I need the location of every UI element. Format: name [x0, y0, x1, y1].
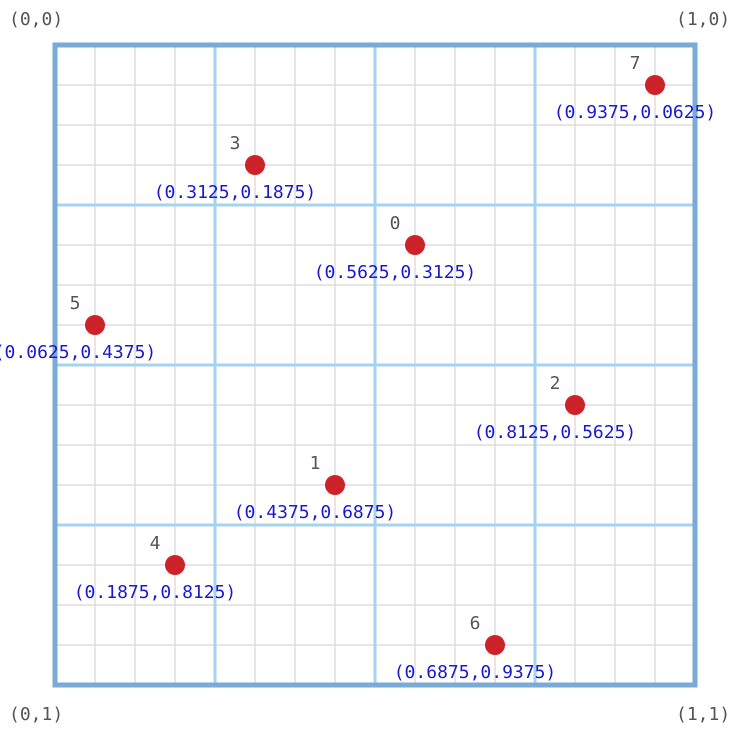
- point-marker: [485, 635, 505, 655]
- point-marker: [85, 315, 105, 335]
- point-marker: [325, 475, 345, 495]
- point-index-label: 2: [550, 373, 561, 394]
- point-5: 5 (0.0625,0.4375): [0, 293, 156, 363]
- point-3: 3 (0.3125,0.1875): [154, 133, 317, 203]
- point-index-label: 6: [470, 613, 481, 634]
- point-coordinate-label: (0.9375,0.0625): [554, 102, 717, 123]
- point-index-label: 1: [310, 453, 321, 474]
- corner-label-top-right: (1,0): [676, 9, 731, 30]
- point-marker: [645, 75, 665, 95]
- point-coordinate-label: (0.1875,0.8125): [74, 582, 237, 603]
- point-4: 4 (0.1875,0.8125): [74, 533, 237, 603]
- point-coordinate-label: (0.3125,0.1875): [154, 182, 317, 203]
- corner-label-top-left: (0,0): [9, 9, 64, 30]
- point-coordinate-label: (0.5625,0.3125): [314, 262, 477, 283]
- point-marker: [565, 395, 585, 415]
- major-grid-lines: [55, 45, 695, 685]
- corner-label-bottom-right: (1,1): [676, 704, 731, 725]
- point-7: 7 (0.9375,0.0625): [554, 53, 717, 123]
- point-coordinate-label: (0.8125,0.5625): [474, 422, 637, 443]
- point-index-label: 7: [630, 53, 641, 74]
- point-index-label: 3: [230, 133, 241, 154]
- point-coordinate-label: (0.6875,0.9375): [394, 662, 557, 683]
- point-1: 1 (0.4375,0.6875): [234, 453, 397, 523]
- point-index-label: 0: [390, 213, 401, 234]
- plot-border: [52, 42, 698, 688]
- point-0: 0 (0.5625,0.3125): [314, 213, 477, 283]
- point-coordinate-label: (0.4375,0.6875): [234, 502, 397, 523]
- point-2: 2 (0.8125,0.5625): [474, 373, 637, 443]
- point-marker: [165, 555, 185, 575]
- point-index-label: 5: [70, 293, 81, 314]
- point-marker: [405, 235, 425, 255]
- point-marker: [245, 155, 265, 175]
- point-6: 6 (0.6875,0.9375): [394, 613, 557, 683]
- point-index-label: 4: [150, 533, 161, 554]
- corner-label-bottom-left: (0,1): [9, 704, 64, 725]
- points-layer: 0 (0.5625,0.3125) 1 (0.4375,0.6875) 2 (0.8125…: [0, 53, 716, 683]
- point-coordinate-label: (0.0625,0.4375): [0, 342, 156, 363]
